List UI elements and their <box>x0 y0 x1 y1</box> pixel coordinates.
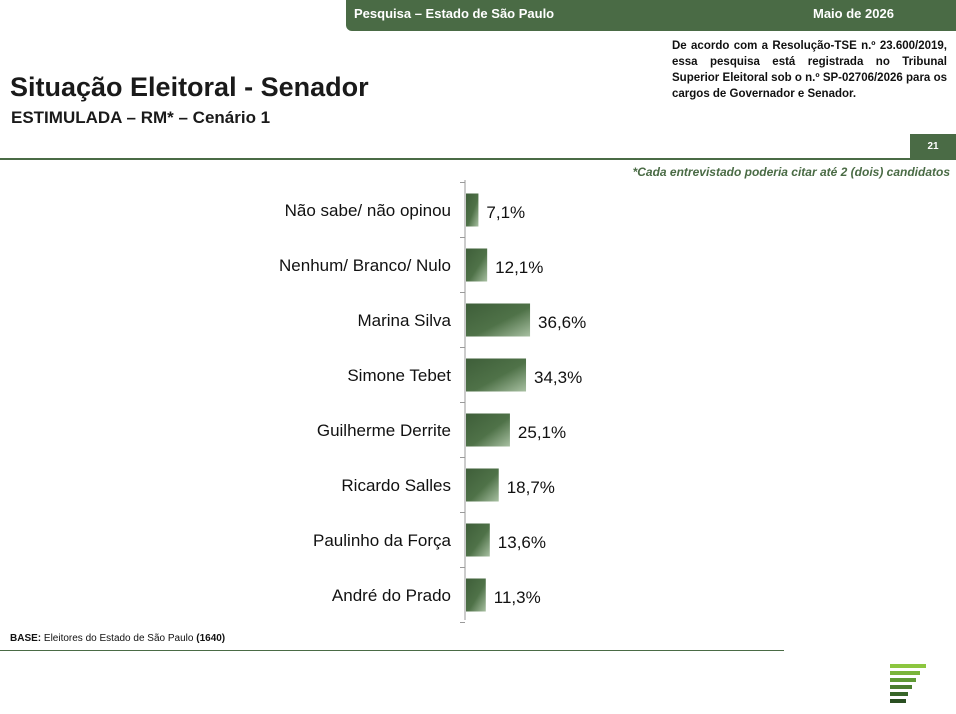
bar <box>466 358 527 392</box>
bar-chart: Não sabe/ não opinou 7,1% Nenhum/ Branco/ … <box>279 180 586 623</box>
bar <box>466 303 531 337</box>
sample-base: BASE: Eleitores do Estado de São Paulo (… <box>10 633 225 644</box>
category-label: André do Prado <box>332 586 451 605</box>
bar <box>466 523 490 557</box>
bar-value-label: 18,7% <box>507 478 555 497</box>
category-label: Marina Silva <box>357 311 451 330</box>
base-label: BASE: <box>10 633 42 644</box>
bar-value-label: 11,3% <box>494 588 541 607</box>
survey-title: Pesquisa – Estado de São Paulo <box>354 6 555 21</box>
company-logo-icon <box>890 664 926 703</box>
page-subtitle: ESTIMULADA – RM* – Cenário 1 <box>11 108 271 127</box>
bar <box>466 468 499 502</box>
category-label: Guilherme Derrite <box>317 421 451 440</box>
bar-value-label: 12,1% <box>495 258 543 277</box>
base-count: (1640) <box>196 633 226 644</box>
survey-date: Maio de 2026 <box>813 6 894 21</box>
category-label: Paulinho da Força <box>313 531 452 550</box>
bar <box>466 248 488 282</box>
base-text: Eleitores do Estado de São Paulo <box>41 633 197 644</box>
bar-value-label: 13,6% <box>498 533 546 552</box>
header-divider <box>0 158 956 160</box>
category-label: Não sabe/ não opinou <box>285 201 451 220</box>
bar-value-label: 25,1% <box>518 423 566 442</box>
bar-value-label: 34,3% <box>534 368 582 387</box>
registration-notice: De acordo com a Resolução-TSE n.º 23.600… <box>672 40 947 100</box>
page-number: 21 <box>910 134 956 158</box>
bar <box>466 578 486 612</box>
bar <box>466 413 510 447</box>
category-label: Simone Tebet <box>347 366 451 385</box>
page-title: Situação Eleitoral - Senador <box>10 72 369 102</box>
footer-divider <box>0 650 784 651</box>
chart-footnote: *Cada entrevistado poderia citar até 2 (… <box>632 165 950 179</box>
bar-value-label: 36,6% <box>538 313 586 332</box>
category-label: Ricardo Salles <box>341 476 451 495</box>
header-bar: Pesquisa – Estado de São Paulo Maio de 2… <box>346 0 956 31</box>
category-label: Nenhum/ Branco/ Nulo <box>279 256 451 275</box>
bar-value-label: 7,1% <box>486 203 525 222</box>
bar <box>466 193 479 227</box>
